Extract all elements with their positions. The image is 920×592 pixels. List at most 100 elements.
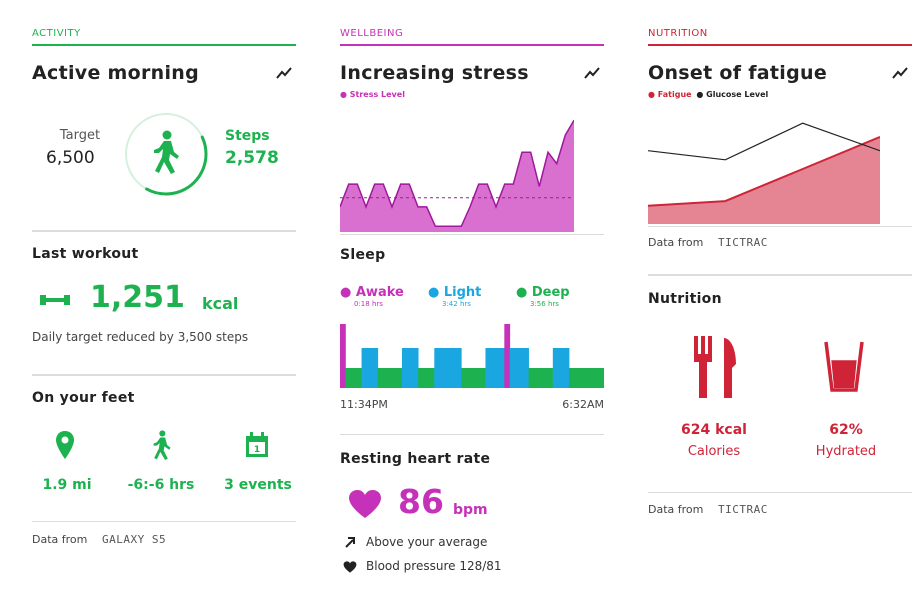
activity-card-title: Active morning: [32, 62, 200, 84]
legend-awake: ● Awake 0:18 hrs: [340, 285, 420, 308]
walking-person-icon: [154, 130, 179, 174]
workout-unit: kcal: [202, 294, 239, 313]
fatigue-line: [648, 135, 880, 207]
fatigue-legend-label: Fatigue: [657, 90, 692, 99]
data-source-label: Data from: [648, 503, 704, 516]
divider: [648, 274, 912, 276]
location-pin-icon: [56, 431, 74, 459]
workout-note: Daily target reduced by 3,500 steps: [32, 330, 249, 344]
galaxy-brand-logo: GALAXY S5: [102, 533, 167, 546]
deep-duration: 3:56 hrs: [530, 300, 559, 308]
divider: [648, 492, 912, 493]
glucose-line: [648, 122, 880, 161]
awake-duration: 0:18 hrs: [354, 300, 383, 308]
sleep-bar-deep: [528, 368, 554, 388]
divider: [648, 226, 912, 227]
wellbeing-section-label: WELLBEING: [340, 28, 404, 39]
nutrition-title: Nutrition: [648, 291, 722, 307]
fatigue-area: [648, 136, 880, 224]
workout-value: 1,251: [90, 280, 185, 315]
wellbeing-column: WELLBEING Increasing stress ● Stress Lev…: [340, 0, 604, 592]
nutrition-section-rule: [648, 44, 912, 46]
awake-label: Awake: [355, 285, 404, 300]
sleep-bar-deep: [345, 368, 362, 388]
glucose-legend-label: Glucose Level: [706, 90, 769, 99]
light-duration: 3:42 hrs: [442, 300, 471, 308]
activity-section-rule: [32, 44, 296, 46]
tictrac-brand-logo: TICTRAC: [718, 503, 768, 516]
heart-icon: [349, 490, 381, 518]
walking-person-icon: [153, 430, 171, 460]
legend-deep: ● Deep 3:56 hrs: [516, 285, 596, 308]
wellbeing-section-rule: [340, 44, 604, 46]
arrow-up-right-icon: [345, 537, 355, 548]
stress-legend-label: Stress Level: [349, 90, 405, 99]
fatigue-chart: [648, 122, 880, 224]
nutrition-column: NUTRITION Onset of fatigue ● Fatigue ● G…: [648, 0, 912, 592]
nutrition-card-title: Onset of fatigue: [648, 62, 828, 84]
data-source-label: Data from: [648, 236, 704, 249]
data-source-label: Data from: [32, 533, 88, 546]
events-value: 3 events: [224, 477, 292, 493]
calories-value: 624 kcal: [681, 422, 747, 438]
heart-rate-value: 86: [398, 482, 444, 521]
steps-value: 2,578: [225, 148, 279, 168]
sleep-bar-light: [552, 348, 570, 388]
glass-water-level: [831, 360, 857, 388]
trend-icon[interactable]: [892, 66, 908, 80]
divider: [340, 234, 604, 235]
fatigue-legend: ● Fatigue ● Glucose Level: [648, 90, 769, 99]
divider: [32, 521, 296, 522]
stress-chart: [340, 119, 574, 232]
feet-title: On your feet: [32, 390, 135, 406]
hours-value: -6:-6 hrs: [127, 477, 195, 493]
sleep-bar-light: [361, 348, 379, 388]
sleep-bar-light: [509, 348, 529, 388]
hydrated-value: 62%: [829, 422, 863, 438]
wellbeing-card-title: Increasing stress: [340, 62, 529, 84]
stress-legend: ● Stress Level: [340, 90, 405, 99]
workout-title: Last workout: [32, 246, 139, 262]
svg-text:1: 1: [254, 445, 260, 455]
stress-area: [340, 120, 574, 232]
sleep-bar-deep: [568, 368, 604, 388]
divider: [32, 230, 296, 232]
heart-note-blood-pressure: Blood pressure 128/81: [366, 559, 502, 573]
sleep-bar-awake: [504, 324, 511, 388]
trend-icon[interactable]: [276, 66, 292, 80]
tictrac-brand-logo: TICTRAC: [718, 236, 768, 249]
calendar-icon: 1: [246, 432, 268, 457]
activity-section-label: ACTIVITY: [32, 28, 81, 39]
divider: [32, 374, 296, 376]
light-label: Light: [443, 285, 482, 300]
sleep-end-time: 6:32AM: [562, 398, 604, 411]
sleep-bar-awake: [340, 324, 346, 388]
sleep-bar-deep: [418, 368, 435, 388]
sleep-bar-light: [434, 348, 462, 388]
heart-icon: [343, 561, 357, 573]
steps-progress-ring: [124, 112, 208, 196]
sleep-title: Sleep: [340, 247, 386, 263]
nutrition-section-label: NUTRITION: [648, 28, 708, 39]
target-value: 6,500: [46, 148, 95, 168]
sleep-bar-light: [401, 348, 419, 388]
hydrated-label: Hydrated: [815, 444, 877, 459]
fork-knife-icon: [694, 336, 736, 398]
heart-rate-unit: bpm: [453, 502, 488, 518]
sleep-bar-deep: [377, 368, 403, 388]
legend-light: ● Light 3:42 hrs: [428, 285, 508, 308]
sleep-bar-light: [485, 348, 505, 388]
sleep-bar-deep: [461, 368, 486, 388]
target-label: Target: [59, 128, 101, 143]
divider: [340, 434, 604, 435]
heart-note-above-average: Above your average: [366, 535, 488, 549]
calories-label: Calories: [687, 444, 741, 459]
dumbbell-icon: [40, 295, 70, 305]
deep-label: Deep: [531, 285, 570, 300]
steps-label: Steps: [225, 128, 270, 144]
trend-icon[interactable]: [584, 66, 600, 80]
activity-column: ACTIVITY Active morning Target 6,500 Ste…: [32, 0, 296, 592]
distance-value: 1.9 mi: [42, 477, 92, 493]
sleep-start-time: 11:34PM: [340, 398, 388, 411]
stress-line: [340, 119, 574, 228]
